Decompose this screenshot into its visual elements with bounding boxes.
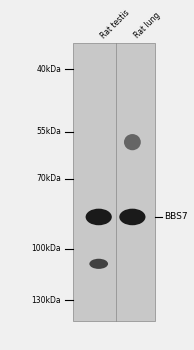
Text: Rat testis: Rat testis — [99, 8, 131, 40]
Text: BBS7: BBS7 — [164, 212, 188, 222]
Ellipse shape — [89, 259, 108, 269]
Text: 70kDa: 70kDa — [36, 174, 61, 183]
Text: 100kDa: 100kDa — [32, 244, 61, 253]
Text: 55kDa: 55kDa — [36, 127, 61, 136]
Ellipse shape — [124, 134, 141, 150]
Ellipse shape — [86, 209, 112, 225]
Text: 130kDa: 130kDa — [32, 296, 61, 304]
Ellipse shape — [119, 209, 146, 225]
FancyBboxPatch shape — [73, 43, 155, 321]
Text: Rat lung: Rat lung — [132, 10, 162, 40]
Text: 40kDa: 40kDa — [36, 65, 61, 74]
